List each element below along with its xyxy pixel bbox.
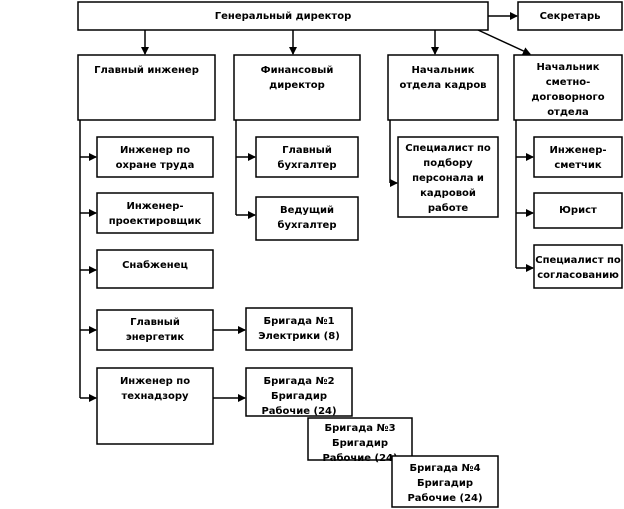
node-label: Ведущий: [280, 205, 334, 216]
node-label: Рабочие (24): [407, 492, 482, 504]
node-box: [513, 54, 623, 121]
boxes: Генеральный директор Секретарь Главный инж…: [77, 1, 623, 508]
node-label: Электрики (8): [258, 331, 340, 342]
node-label: Бригадир: [417, 478, 473, 489]
node-label: работе: [428, 202, 469, 214]
node-label: Юрист: [559, 205, 597, 216]
node-label: отдела: [547, 107, 589, 118]
node-label: Начальник: [411, 65, 474, 76]
node-box: [533, 192, 623, 229]
node-label: Главный инженер: [94, 65, 199, 76]
node-box: [533, 244, 623, 289]
node-label: Инженер-: [126, 201, 183, 212]
node: Специалист по согласованию: [533, 244, 623, 289]
node-label: Бригада №1: [263, 316, 334, 327]
node-box: [245, 367, 353, 417]
node-label: персонала и: [412, 173, 484, 184]
node-label: Бригада №3: [324, 423, 395, 434]
node-box: [77, 54, 216, 121]
node-label: отдела кадров: [399, 80, 486, 91]
node-label: кадровой: [420, 188, 476, 199]
node-box: [96, 136, 214, 178]
node-label: Бригадир: [271, 391, 327, 402]
node-label: Финансовый: [261, 65, 334, 76]
node-box: [96, 192, 214, 234]
node-label: энергетик: [126, 332, 185, 343]
node: Главный инженер: [77, 54, 216, 121]
node-box: [387, 54, 499, 121]
node-label: Специалист по: [535, 255, 621, 266]
node-box: [96, 309, 214, 351]
node-box: [391, 455, 499, 508]
node: Снабженец: [96, 249, 214, 289]
connectors: [79, 12, 534, 402]
node-label: Инженер по: [120, 145, 190, 156]
node-box: [307, 417, 413, 461]
node-label: директор: [269, 80, 325, 91]
node-box: [96, 249, 214, 289]
node-label: Бригада №2: [263, 376, 334, 387]
node-label: сметно-: [546, 77, 591, 88]
node: Специалист по подбору персонала и кадровой р…: [397, 136, 499, 218]
node-box: [397, 136, 499, 218]
node: Финансовый директор: [233, 54, 361, 121]
node-box: [517, 1, 623, 31]
node-label: Инженер по: [120, 376, 190, 387]
node-label: Бригада №4: [409, 463, 480, 474]
node-label: Начальник: [536, 62, 599, 73]
node-label: Генеральный директор: [215, 11, 351, 22]
node-label: бухгалтер: [278, 159, 337, 171]
node-label: согласованию: [537, 270, 619, 281]
node-label: Рабочие (24): [322, 452, 397, 464]
node-label: Секретарь: [540, 11, 601, 22]
node: Генеральный директор: [77, 1, 489, 31]
node: Инженер-проектировщик: [96, 192, 214, 234]
node: Юрист: [533, 192, 623, 229]
node-label: Снабженец: [122, 259, 188, 271]
node-label: проектировщик: [109, 216, 202, 227]
node-box: [77, 1, 489, 31]
node: Начальник сметно-договорного отдела: [513, 54, 623, 121]
node: Бригада №3 Бригадир Рабочие (24): [307, 417, 413, 464]
node: Бригада №4 Бригадир Рабочие (24): [391, 455, 499, 508]
node: Инженер-сметчик: [533, 136, 623, 178]
node-box: [255, 136, 359, 178]
node: Главный бухгалтер: [255, 136, 359, 178]
node: Начальник отдела кадров: [387, 54, 499, 121]
node: Ведущий бухгалтер: [255, 196, 359, 241]
node: Секретарь: [517, 1, 623, 31]
node-label: технадзору: [121, 391, 189, 402]
node-label: охране труда: [116, 160, 195, 171]
node-label: Главный: [130, 317, 180, 328]
node-label: Инженер-: [549, 145, 606, 156]
node-label: Главный: [282, 145, 332, 156]
node-label: Рабочие (24): [261, 405, 336, 417]
node-label: Бригадир: [332, 438, 388, 449]
node-box: [533, 136, 623, 178]
node-box: [96, 367, 214, 445]
node-box: [245, 307, 353, 351]
node-label: подбору: [423, 157, 473, 169]
node-box: [255, 196, 359, 241]
node: Инженер по охране труда: [96, 136, 214, 178]
node-label: бухгалтер: [278, 219, 337, 231]
node-label: сметчик: [554, 160, 602, 171]
node: Бригада №2 Бригадир Рабочие (24): [245, 367, 353, 417]
node: Главный энергетик: [96, 309, 214, 351]
node: Инженер по технадзору: [96, 367, 214, 445]
node-box: [233, 54, 361, 121]
node-label: договорного: [531, 92, 604, 103]
node: Бригада №1 Электрики (8): [245, 307, 353, 351]
node-label: Специалист по: [405, 143, 491, 154]
